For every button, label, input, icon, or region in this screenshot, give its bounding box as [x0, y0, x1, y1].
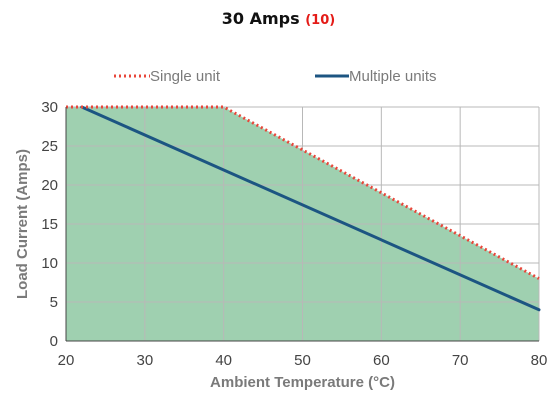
x-tick-label: 80 [531, 352, 548, 369]
legend-label-single-unit: Single unit [150, 68, 221, 85]
legend: Single unit Multiple units [114, 68, 437, 85]
axes: 0 5 10 15 20 25 30 20 30 40 50 60 70 80 Ambient Temper… [14, 99, 547, 391]
x-tick-label: 40 [215, 352, 232, 369]
y-tick-label: 10 [41, 255, 58, 272]
series-multiple-units-line [80, 105, 541, 312]
x-tick-label: 60 [373, 352, 390, 369]
y-axis-label: Load Current (Amps) [14, 149, 31, 299]
y-tick-label: 30 [41, 99, 58, 116]
legend-label-multiple-units: Multiple units [349, 68, 437, 85]
title-text: 30 Amps [221, 9, 300, 28]
x-tick-label: 50 [294, 352, 311, 369]
y-tick-label: 20 [41, 177, 58, 194]
x-tick-label: 30 [136, 352, 153, 369]
title-note: (10) [305, 13, 336, 28]
y-tick-label: 5 [50, 294, 58, 311]
y-tick-label: 25 [41, 138, 58, 155]
plot-area [65, 105, 541, 342]
y-tick-label: 15 [41, 216, 58, 233]
chart-title: 30 Amps (10) [0, 9, 557, 28]
y-tick-label: 0 [50, 333, 58, 350]
x-tick-label: 20 [58, 352, 75, 369]
x-axis-label: Ambient Temperature (°C) [210, 374, 395, 391]
x-tick-label: 70 [452, 352, 469, 369]
